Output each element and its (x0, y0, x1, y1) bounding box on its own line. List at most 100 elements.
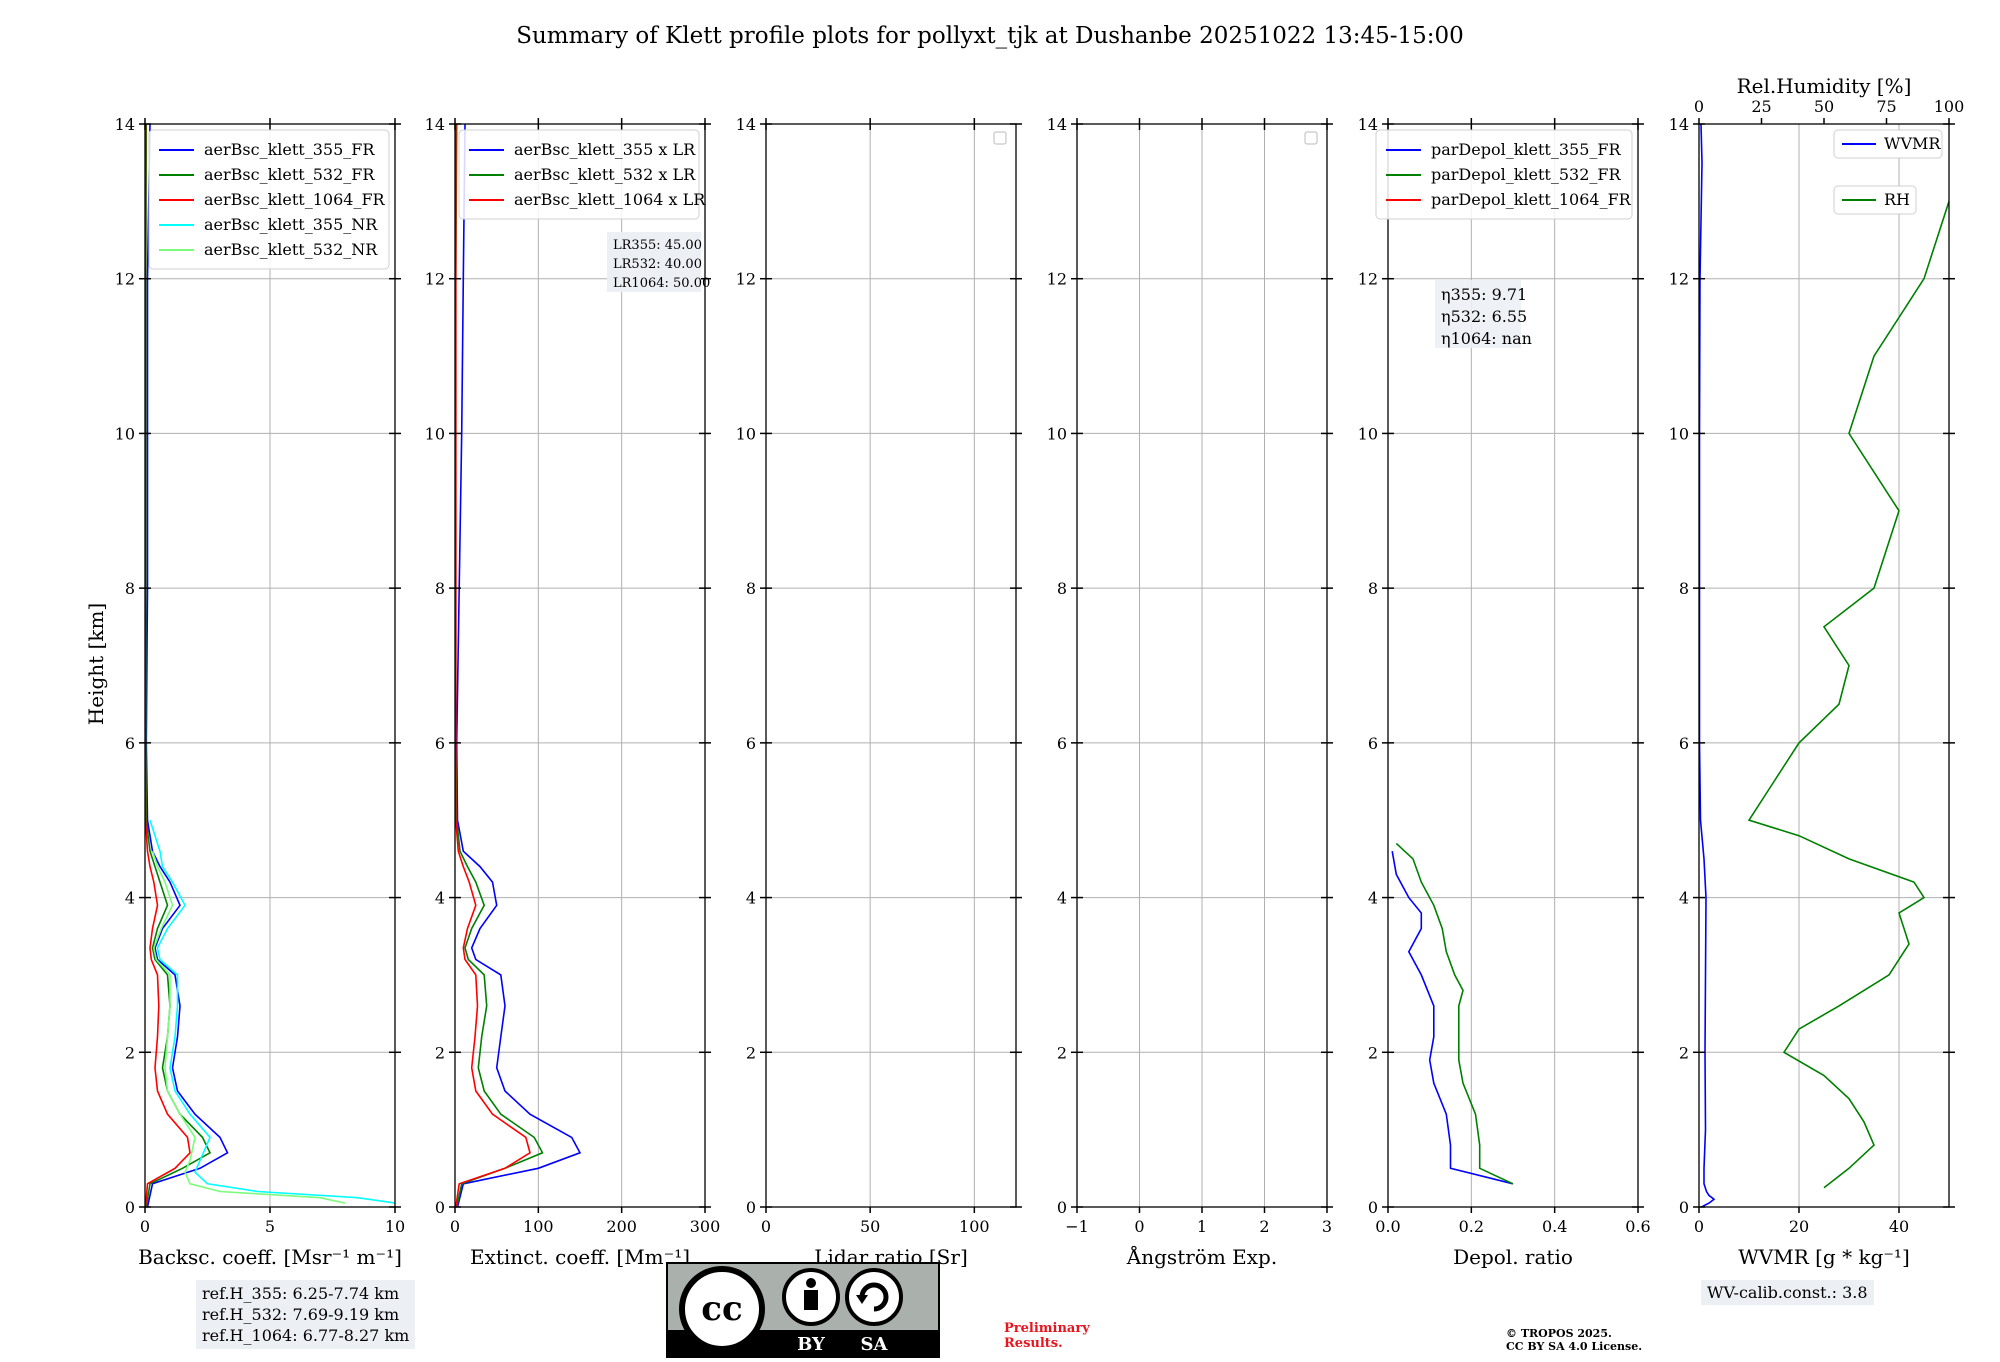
lidar-ratio-box (607, 232, 701, 292)
y-tick-label: 2 (1368, 1043, 1378, 1062)
legend-label: aerBsc_klett_355_FR (204, 140, 375, 159)
y-tick-label: 4 (1057, 889, 1067, 908)
y-tick-label: 14 (425, 115, 445, 134)
reference-height-box: ref.H_355: 6.25-7.74 km ref.H_532: 7.69-… (196, 1280, 416, 1349)
eta-text: η532: 6.55 (1441, 307, 1527, 326)
legend-box (1375, 129, 1633, 220)
y-tick-label: 6 (746, 734, 756, 753)
y-tick-label: 12 (1047, 270, 1067, 289)
series-line-aerBsc_klett_1064 x LR (455, 124, 531, 1207)
legend-label: parDepol_klett_532_FR (1431, 165, 1622, 184)
legend-label: aerBsc_klett_532_NR (204, 240, 378, 259)
y-tick-label: 12 (115, 270, 135, 289)
y-tick-label: 2 (435, 1043, 445, 1062)
y-tick-label: 6 (435, 734, 445, 753)
legend-label: aerBsc_klett_1064 x LR (514, 190, 706, 209)
x-axis-label: Depol. ratio (1453, 1245, 1573, 1269)
legend-label: WVMR (1884, 134, 1941, 153)
copyright-note: © TROPOS 2025. CC BY SA 4.0 License. (1506, 1327, 1642, 1353)
series-line-RH (1747, 199, 1949, 1189)
y-tick-label: 6 (1679, 734, 1689, 753)
x-axis-label: Ångström Exp. (1126, 1244, 1277, 1269)
y-tick-label: 6 (1368, 734, 1378, 753)
y-tick-label: 12 (1669, 270, 1689, 289)
series-line-aerBsc_klett_532_NR (151, 850, 346, 1204)
y-tick-label: 8 (1368, 579, 1378, 598)
y-tick-label: 6 (1057, 734, 1067, 753)
y-tick-label: 12 (425, 270, 445, 289)
y-tick-label: 14 (1358, 115, 1378, 134)
y-tick-label: 10 (1669, 424, 1689, 443)
x-tick-label: 50 (860, 1217, 880, 1236)
x-axis-label: Extinct. coeff. [Mm⁻¹] (470, 1245, 690, 1269)
preliminary-line-2: Results. (1004, 1336, 1063, 1351)
legend-label: aerBsc_klett_355 x LR (514, 140, 696, 159)
series-line-parDepol_klett_532_FR (1395, 842, 1514, 1185)
y-tick-label: 8 (746, 579, 756, 598)
y-tick-label: 14 (1047, 115, 1067, 134)
copyright-line-2: CC BY SA 4.0 License. (1506, 1340, 1643, 1353)
y-tick-label: 0 (1679, 1198, 1689, 1217)
legend-label: parDepol_klett_1064_FR (1431, 190, 1632, 209)
x2-tick-label: 0 (1694, 97, 1704, 116)
legend-label: parDepol_klett_355_FR (1431, 140, 1622, 159)
series-line-aerBsc_klett_355_FR (145, 124, 229, 1207)
eta-text: η1064: nan (1441, 329, 1532, 348)
x-tick-label: 3 (1322, 1217, 1332, 1236)
y-tick-label: 4 (1368, 889, 1378, 908)
figure-title: Summary of Klett profile plots for polly… (516, 23, 1464, 49)
series-line-aerBsc_klett_532_FR (145, 124, 212, 1207)
lidar-ratio-text: LR532: 40.00 (613, 257, 702, 272)
plot-frame (765, 123, 1017, 1208)
y-tick-label: 4 (435, 889, 445, 908)
wv-calibration-box: WV-calib.const.: 3.8 (1701, 1280, 1874, 1305)
y-tick-label: 0 (125, 1198, 135, 1217)
x-tick-label: 0 (1694, 1217, 1704, 1236)
y-tick-label: 14 (1669, 115, 1689, 134)
x-axis-label: WVMR [g * kg⁻¹] (1738, 1245, 1910, 1269)
y-tick-label: 8 (1679, 579, 1689, 598)
y-tick-label: 6 (125, 734, 135, 753)
cc-by-label: BY (797, 1334, 826, 1355)
series-line-aerBsc_klett_355 x LR (455, 124, 582, 1207)
ref-height-355: ref.H_355: 6.25-7.74 km (202, 1284, 400, 1303)
legend-label: aerBsc_klett_1064_FR (204, 190, 386, 209)
legend-label: aerBsc_klett_532_FR (204, 165, 375, 184)
x-tick-label: 100 (959, 1217, 990, 1236)
y-tick-label: 10 (736, 424, 756, 443)
x2-tick-label: 25 (1751, 97, 1771, 116)
y-tick-label: 14 (736, 115, 756, 134)
plot-frame (1387, 123, 1639, 1208)
x2-tick-label: 100 (1934, 97, 1965, 116)
empty-legend-box (1304, 131, 1318, 145)
series-line-parDepol_klett_355_FR (1391, 851, 1514, 1185)
y-tick-label: 4 (125, 889, 135, 908)
panels: 0 2 4 6 8 10 12 14 0 5 10 Backsc. coeff. [Msr⁻¹ m⁻¹… (115, 74, 1965, 1269)
legend-box (1833, 129, 1943, 159)
x-tick-label: 0.6 (1625, 1217, 1650, 1236)
y-tick-label: 0 (1057, 1198, 1067, 1217)
series-line-aerBsc_klett_355_NR (149, 819, 395, 1204)
eta-text: η355: 9.71 (1441, 285, 1527, 304)
x-tick-label: 0 (450, 1217, 460, 1236)
x-tick-label: 0.4 (1542, 1217, 1567, 1236)
copyright-line-1: © TROPOS 2025. (1506, 1327, 1612, 1340)
y-tick-label: 8 (435, 579, 445, 598)
x-tick-label: 0 (140, 1217, 150, 1236)
x-tick-label: 5 (265, 1217, 275, 1236)
x-tick-label: 20 (1789, 1217, 1809, 1236)
x-tick-label: 0.2 (1459, 1217, 1484, 1236)
x-axis-label: Backsc. coeff. [Msr⁻¹ m⁻¹] (138, 1245, 402, 1269)
series-line-WVMR (1699, 124, 1716, 1207)
y-axis-label: Height [km] (84, 603, 108, 725)
y-tick-label: 4 (746, 889, 756, 908)
y-tick-label: 4 (1679, 889, 1689, 908)
ref-height-1064: ref.H_1064: 6.77-8.27 km (202, 1326, 410, 1345)
x2-axis-label: Rel.Humidity [%] (1737, 74, 1912, 98)
x-tick-label: 200 (606, 1217, 637, 1236)
x-tick-label: 10 (385, 1217, 405, 1236)
x-tick-label: 2 (1259, 1217, 1269, 1236)
